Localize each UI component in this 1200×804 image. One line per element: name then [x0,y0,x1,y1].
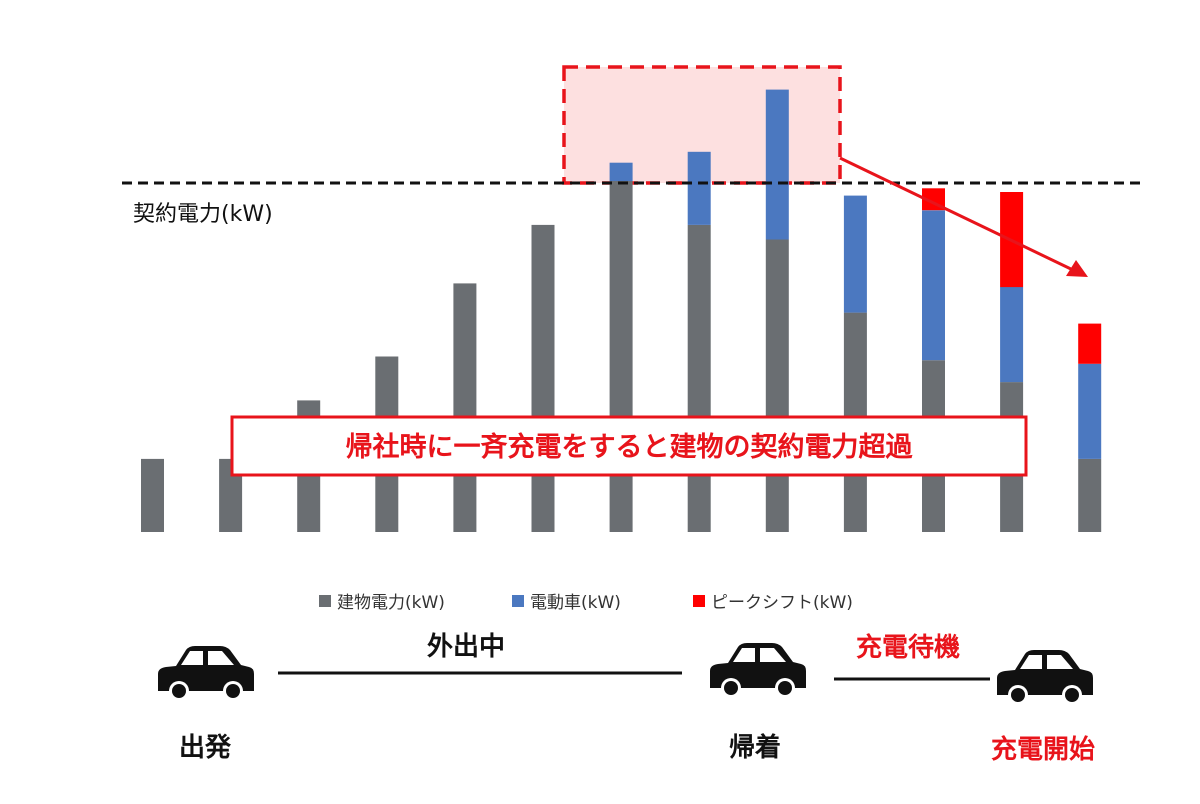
legend-label-ev: 電動車(kW) [530,593,621,613]
bar-building-6 [531,224,555,532]
start-label: 充電開始 [991,734,1095,765]
bar-ev-9 [765,89,789,240]
bar-building-13 [1078,458,1102,532]
legend-swatch-peak [693,595,705,607]
legend-swatch-building [319,595,331,607]
bar-ev-10 [843,195,867,313]
shift-arrow-head [1066,260,1088,277]
bar-building-7 [609,181,633,532]
bar-ev-8 [687,151,711,225]
bar-building-1 [141,458,164,532]
wait-label: 充電待機 [856,632,960,663]
contract-power-label: 契約電力(kW) [133,202,273,227]
bar-ev-13 [1078,363,1102,459]
bar-ev-11 [922,210,945,361]
bar-ev-12 [1000,287,1024,383]
legend-swatch-ev [512,595,524,607]
bar-building-2 [219,458,243,532]
return-label: 帰着 [729,732,781,763]
legend-label-peak: ピークシフト(kW) [711,593,853,613]
shift-arrow-line [839,156,1074,272]
legend: 建物電力(kW) 電動車(kW) ピークシフト(kW) [319,593,853,613]
bar-building-5 [453,283,477,532]
depart-label: 出発 [179,733,232,763]
car-icon [997,650,1093,705]
car-icon [710,643,806,698]
bar-ev-7 [609,162,633,181]
callout-box [230,415,1028,477]
car-icon [158,646,254,701]
timeline: 外出中 充電待機 出発 帰着 充電開始 [158,632,1095,765]
legend-label-building: 建物電力(kW) [337,593,445,613]
bar-peak-13 [1078,323,1102,364]
callout-text: 帰社時に一斉充電をすると建物の契約電力超過 [346,431,914,463]
bar-building-8 [687,224,711,532]
bar-building-9 [765,239,789,532]
away-label: 外出中 [427,632,505,662]
